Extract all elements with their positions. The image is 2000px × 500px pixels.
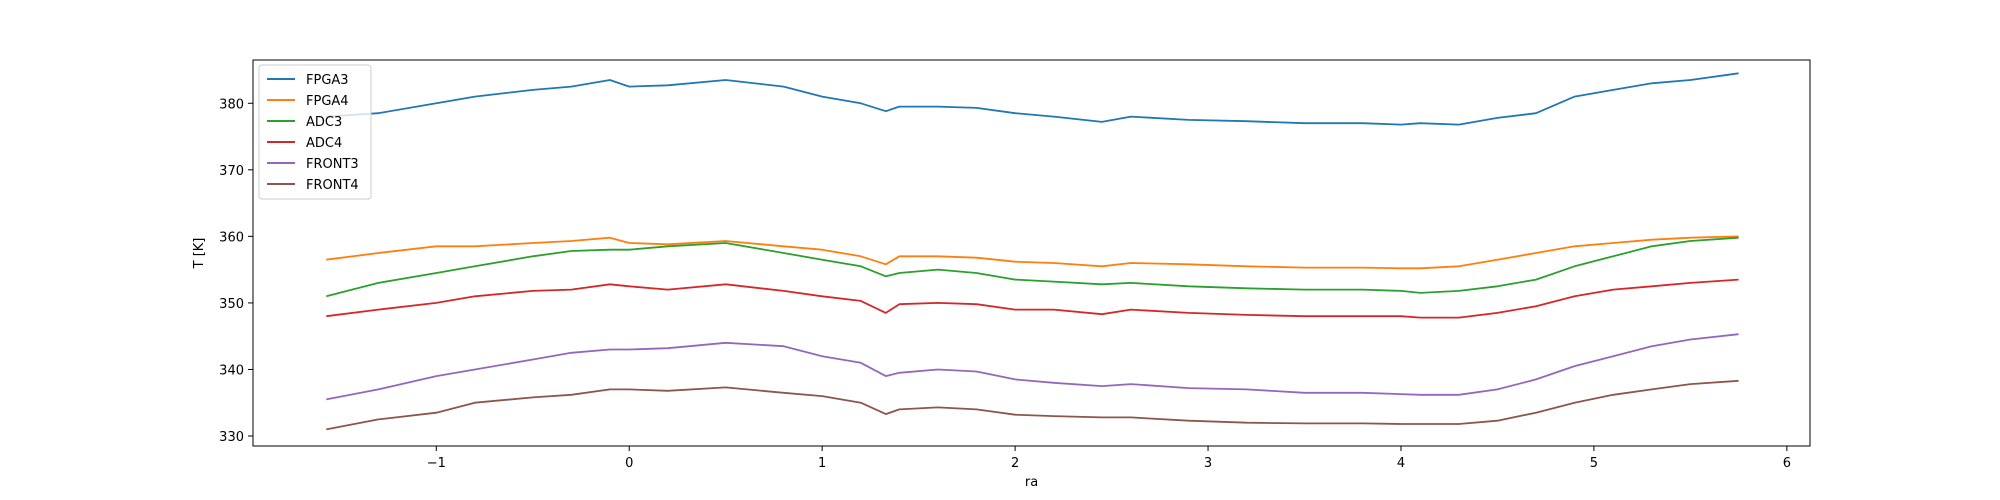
x-tick-label: −1: [427, 456, 446, 471]
y-tick-label: 360: [219, 230, 244, 245]
x-tick-label: 2: [1011, 456, 1019, 471]
legend-label: ADC3: [306, 115, 342, 130]
series-line-front4: [326, 379, 1739, 431]
x-axis: −1 0 1 2 3 4 5 6: [427, 446, 1791, 471]
series-line-fpga3: [326, 72, 1739, 126]
legend-label: FPGA3: [306, 73, 349, 88]
x-tick-label: 4: [1397, 456, 1405, 471]
legend-label: FRONT4: [306, 178, 359, 193]
series-line-adc4: [326, 278, 1739, 319]
y-tick-label: 330: [219, 430, 244, 445]
x-tick-label: 6: [1783, 456, 1791, 471]
legend-label: FRONT3: [306, 157, 359, 172]
series-line-fpga4: [326, 235, 1739, 270]
y-tick-label: 340: [219, 363, 244, 378]
legend-label: FPGA4: [306, 94, 349, 109]
y-axis-label: T [K]: [192, 238, 207, 270]
x-tick-label: 3: [1204, 456, 1212, 471]
legend-label: ADC4: [306, 136, 342, 151]
x-tick-label: 5: [1590, 456, 1598, 471]
x-tick-label: 1: [818, 456, 826, 471]
series-line-adc3: [326, 236, 1739, 298]
x-tick-label: 0: [625, 456, 633, 471]
y-tick-label: 370: [219, 164, 244, 179]
plot-area: [326, 72, 1739, 431]
y-axis: 330 340 350 360 370 380: [219, 97, 253, 445]
legend-box: [258, 64, 372, 200]
x-axis-label: ra: [1025, 475, 1038, 490]
legend: FPGA3 FPGA4 ADC3 ADC4 FRONT3 FRONT4: [258, 64, 372, 200]
series-line-front3: [326, 333, 1739, 401]
y-tick-label: 350: [219, 297, 244, 312]
plot-frame: [252, 59, 1811, 447]
y-tick-label: 380: [219, 97, 244, 112]
